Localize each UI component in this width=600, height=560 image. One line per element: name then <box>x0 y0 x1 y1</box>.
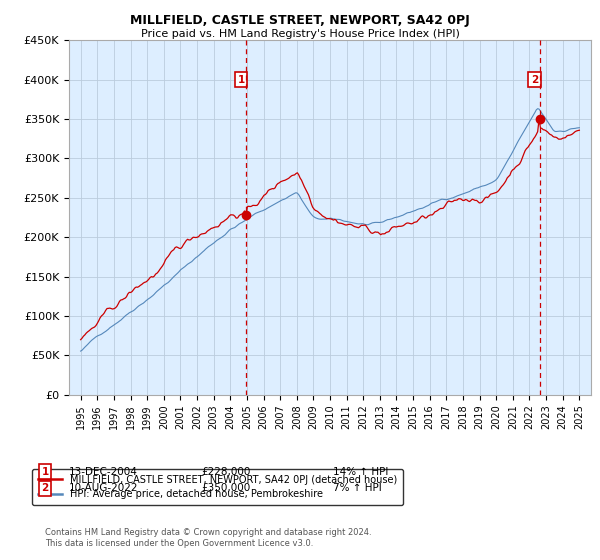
Text: 14% ↑ HPI: 14% ↑ HPI <box>333 466 388 477</box>
Text: MILLFIELD, CASTLE STREET, NEWPORT, SA42 0PJ: MILLFIELD, CASTLE STREET, NEWPORT, SA42 … <box>130 14 470 27</box>
Text: Contains HM Land Registry data © Crown copyright and database right 2024.
This d: Contains HM Land Registry data © Crown c… <box>45 528 371 548</box>
Text: Price paid vs. HM Land Registry's House Price Index (HPI): Price paid vs. HM Land Registry's House … <box>140 29 460 39</box>
Text: 10-AUG-2022: 10-AUG-2022 <box>69 483 139 493</box>
Text: £228,000: £228,000 <box>201 466 250 477</box>
Text: 1: 1 <box>41 466 49 477</box>
Text: 2: 2 <box>41 483 49 493</box>
Text: 13-DEC-2004: 13-DEC-2004 <box>69 466 138 477</box>
Text: 2: 2 <box>531 74 538 85</box>
Text: 7% ↑ HPI: 7% ↑ HPI <box>333 483 382 493</box>
Legend: MILLFIELD, CASTLE STREET, NEWPORT, SA42 0PJ (detached house), HPI: Average price: MILLFIELD, CASTLE STREET, NEWPORT, SA42 … <box>32 469 403 505</box>
Text: 1: 1 <box>238 74 245 85</box>
Text: £350,000: £350,000 <box>201 483 250 493</box>
